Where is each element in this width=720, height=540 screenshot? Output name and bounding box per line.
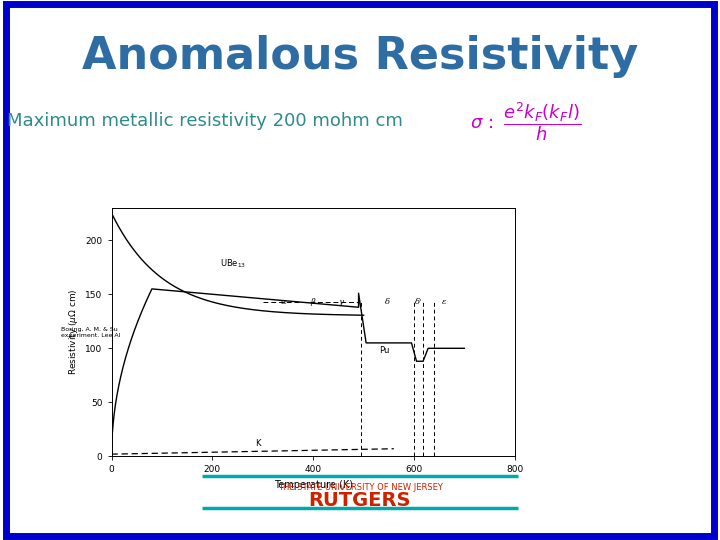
Y-axis label: Resistivity ($\mu\Omega$ cm): Resistivity ($\mu\Omega$ cm): [67, 289, 80, 375]
Text: Anomalous Resistivity: Anomalous Resistivity: [82, 35, 638, 78]
Text: $\sigma\,:\ \dfrac{e^2 k_F(k_F l)}{h}$: $\sigma\,:\ \dfrac{e^2 k_F(k_F l)}{h}$: [470, 100, 581, 143]
Text: δ: δ: [385, 298, 390, 306]
Text: RUTGERS: RUTGERS: [309, 490, 411, 510]
Text: Boring, A. M. & Su
experiment. Lee Al: Boring, A. M. & Su experiment. Lee Al: [61, 327, 120, 338]
X-axis label: Temperature (K): Temperature (K): [274, 480, 353, 490]
Text: THE STATE UNIVERSITY OF NEW JERSEY: THE STATE UNIVERSITY OF NEW JERSEY: [278, 483, 442, 491]
Text: K: K: [255, 439, 261, 448]
Text: γ: γ: [338, 298, 343, 306]
Text: UBe$_{13}$: UBe$_{13}$: [220, 258, 246, 271]
Text: Maximum metallic resistivity 200 mohm cm: Maximum metallic resistivity 200 mohm cm: [7, 112, 403, 131]
Text: α: α: [280, 298, 286, 306]
Text: β: β: [311, 298, 315, 306]
Text: Pu: Pu: [379, 346, 389, 355]
Text: ε: ε: [442, 298, 446, 306]
Text: δ': δ': [415, 298, 422, 306]
